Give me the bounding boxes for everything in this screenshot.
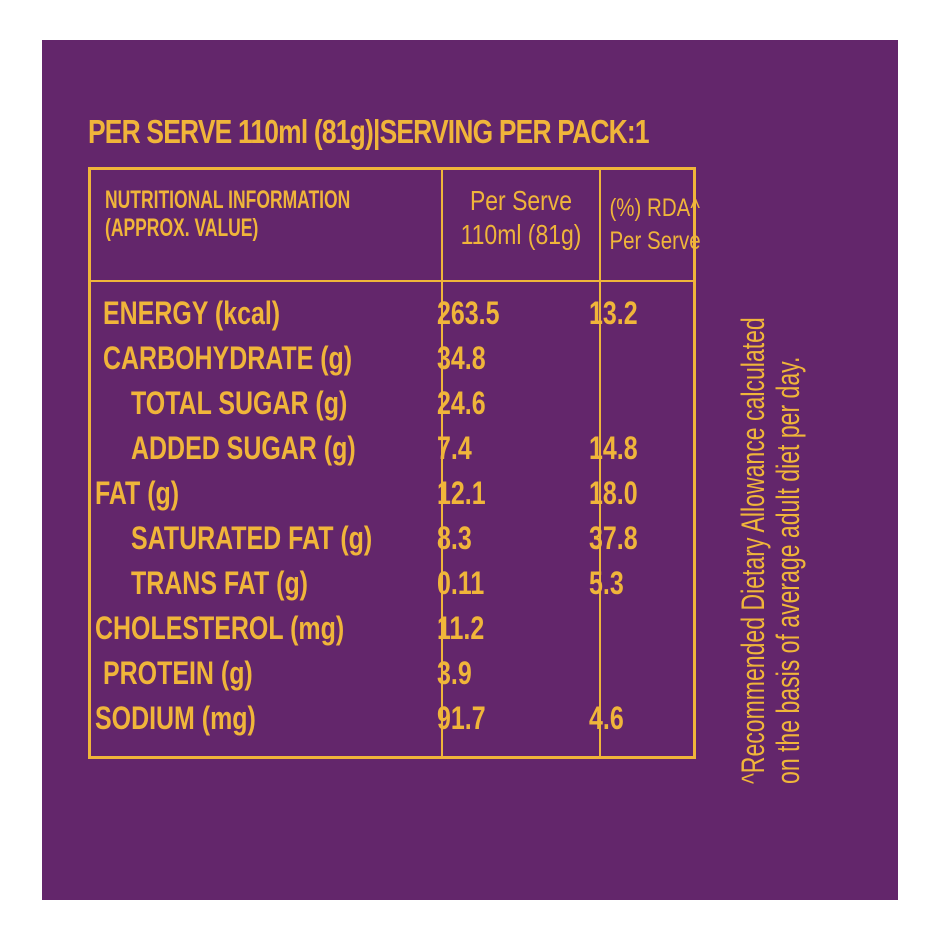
row-value: 0.11 [437,565,485,601]
row-value: 8.3 [437,520,472,556]
row-name: CARBOHYDRATE (g) [103,340,353,376]
row-rda: 5.3 [589,565,624,601]
row-name: FAT (g) [95,475,180,511]
row-value: 11.2 [437,610,485,646]
column-divider-2 [599,170,601,756]
row-value: 34.8 [437,340,486,376]
header-rda: (%) RDA^ Per Serve [601,192,701,258]
table-row: FAT (g) 12.1 18.0 [91,472,693,516]
row-value: 24.6 [437,385,486,421]
header-per-serve-line2: 110ml (81g) [460,219,582,250]
row-value: 12.1 [437,475,486,511]
table-row: ENERGY (kcal) 263.5 13.2 [91,292,693,336]
table-row: CARBOHYDRATE (g) 34.8 [91,337,693,381]
header-nutrition-line2: (APPROX. VALUE) [105,214,259,242]
row-rda: 4.6 [589,700,624,736]
row-rda: 18.0 [589,475,638,511]
header-rda-line1: (%) RDA^ [609,194,700,222]
table-row: SATURATED FAT (g) 8.3 37.8 [91,517,693,561]
table-row: PROTEIN (g) 3.9 [91,652,693,696]
column-divider-1 [441,170,443,756]
row-name: TRANS FAT (g) [131,565,308,601]
row-value: 263.5 [437,295,500,331]
table-row: TOTAL SUGAR (g) 24.6 [91,382,693,426]
row-rda: 14.8 [589,430,638,466]
header-nutrition: NUTRITIONAL INFORMATION (APPROX. VALUE) [105,186,350,242]
row-rda: 13.2 [589,295,638,331]
header-per-serve-line1: Per Serve [469,185,573,216]
header-divider [91,280,693,282]
row-name: TOTAL SUGAR (g) [131,385,348,421]
rda-footnote: ^Recommended Dietary Allowance calculate… [735,158,808,784]
row-name: ENERGY (kcal) [103,295,281,331]
header-rda-line2: Per Serve [609,227,701,255]
table-row: ADDED SUGAR (g) 7.4 14.8 [91,427,693,471]
header-per-serve: Per Serve 110ml (81g) [443,184,599,252]
rda-footnote-line1: ^Recommended Dietary Allowance calculate… [735,317,771,784]
row-value: 91.7 [437,700,486,736]
header-nutrition-line1: NUTRITIONAL INFORMATION [105,186,351,214]
row-value: 7.4 [437,430,472,466]
row-name: ADDED SUGAR (g) [131,430,356,466]
serving-heading: PER SERVE 110ml (81g)|SERVING PER PACK:1 [88,113,650,150]
row-value: 3.9 [437,655,472,691]
row-name: PROTEIN (g) [103,655,253,691]
table-row: SODIUM (mg) 91.7 4.6 [91,697,693,741]
row-name: SODIUM (mg) [95,700,256,736]
table-row: CHOLESTEROL (mg) 11.2 [91,607,693,651]
table-row: TRANS FAT (g) 0.11 5.3 [91,562,693,606]
row-name: SATURATED FAT (g) [131,520,373,556]
row-name: CHOLESTEROL (mg) [95,610,345,646]
row-rda: 37.8 [589,520,638,556]
nutrition-table: NUTRITIONAL INFORMATION (APPROX. VALUE) … [88,167,701,759]
rda-footnote-line2: on the basis of average adult diet per d… [770,356,806,784]
